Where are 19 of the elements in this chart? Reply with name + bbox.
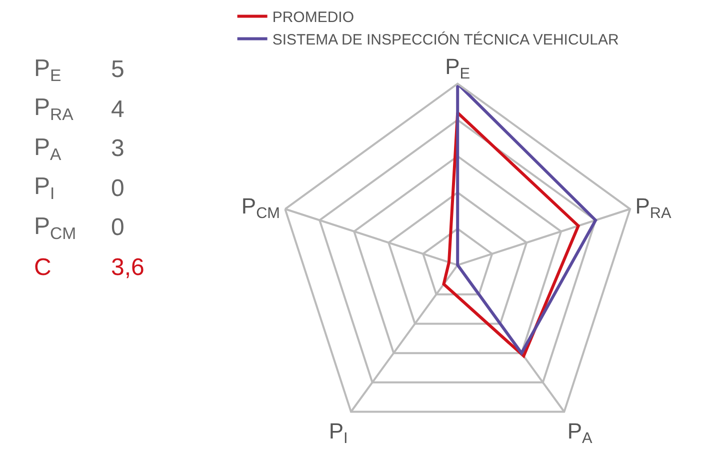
text: 0 (111, 214, 124, 241)
text: 5 (111, 56, 124, 83)
spoke-label: P$_{I}$ (328, 418, 348, 448)
legend-label: SISTEMA DE INSPECCIÓN TÉCNICA VEHICULAR (272, 30, 619, 49)
text: P$_{RA}$ (34, 94, 74, 124)
spoke-label: P$_{A}$ (567, 418, 594, 448)
spoke-label: P$_{CM}$ (241, 193, 280, 222)
spoke-label: P$_{E}$ (445, 54, 470, 83)
text: P$_{E}$ (34, 55, 62, 86)
text: 4 (111, 96, 124, 123)
text: C (34, 254, 52, 281)
text: P$_{I}$ (34, 173, 55, 204)
text: P$_{A}$ (34, 134, 62, 164)
text: 3,6 (111, 254, 144, 281)
text: 0 (111, 175, 124, 202)
legend-label: PROMEDIO (272, 9, 354, 26)
spoke-label: P$_{RA}$ (635, 193, 672, 222)
text: 3 (111, 135, 124, 162)
text: P$_{CM}$ (34, 213, 76, 244)
